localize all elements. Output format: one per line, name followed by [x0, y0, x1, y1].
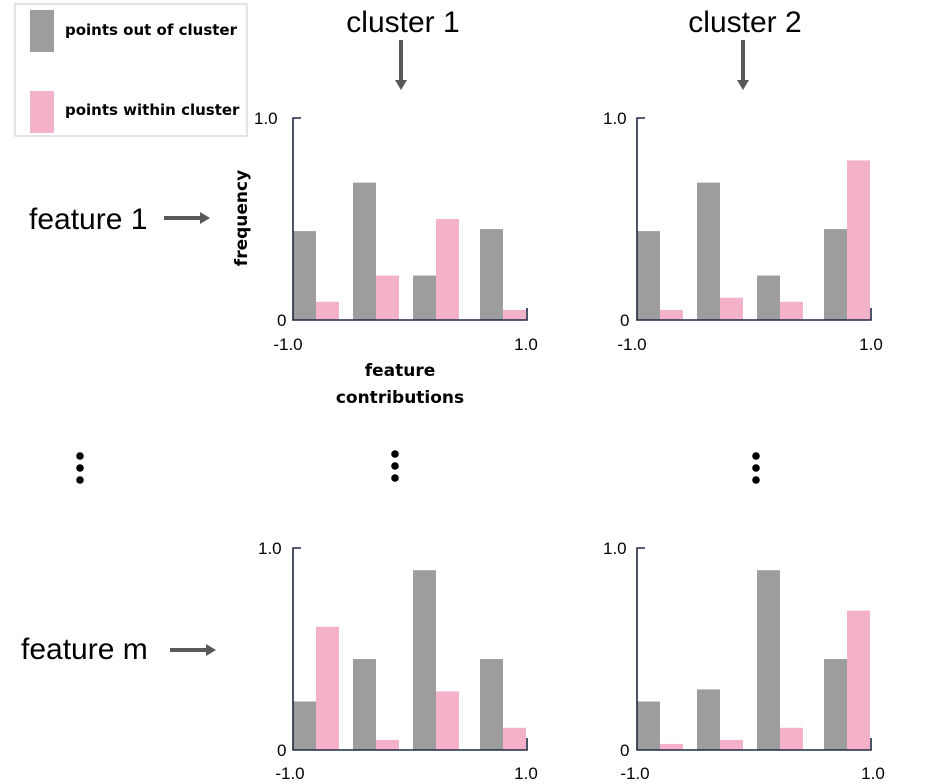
bar-out-of-cluster — [757, 570, 780, 750]
bar-within-cluster — [780, 301, 803, 320]
y-tick-label: 1.0 — [603, 109, 627, 128]
bar-out-of-cluster — [480, 229, 503, 320]
bar-within-cluster — [376, 275, 399, 320]
axis-lines — [292, 117, 528, 321]
bar-within-cluster — [436, 219, 459, 320]
vertical-ellipsis-icon — [752, 452, 760, 484]
legend: points out of cluster points within clus… — [14, 3, 248, 137]
x-tick-label: -1.0 — [617, 335, 646, 354]
chart-panel-feature-1-cluster-2: 1.0 0 -1.0 1.0 — [603, 109, 883, 354]
right-arrow-icon — [170, 644, 216, 656]
bar-out-of-cluster — [353, 182, 376, 320]
bar-within-cluster — [316, 626, 339, 750]
bar-within-cluster — [436, 691, 459, 750]
chart-panel-feature-1-cluster-1: 1.0 0 -1.0 1.0 — [254, 109, 538, 354]
chart-panel-feature-m-cluster-2: 1.0 0 -1.0 1.0 — [603, 539, 885, 783]
x-tick-label: 1.0 — [514, 335, 538, 354]
x-tick-label: 1.0 — [859, 335, 883, 354]
legend-label-out: points out of cluster — [65, 21, 238, 39]
y-tick-label: 0 — [620, 311, 629, 330]
bar-within-cluster — [847, 160, 870, 320]
x-axis-title-line-2: contributions — [336, 388, 464, 408]
bar-out-of-cluster — [413, 570, 436, 750]
bar-within-cluster — [660, 743, 683, 750]
bar-within-cluster — [780, 727, 803, 750]
x-tick-label: -1.0 — [275, 764, 304, 783]
bar-within-cluster — [720, 739, 743, 750]
chart-panel-feature-m-cluster-1: 1.0 0 -1.0 1.0 — [258, 539, 538, 783]
bar-out-of-cluster — [353, 659, 376, 750]
bar-out-of-cluster — [637, 701, 660, 750]
right-arrow-icon — [164, 212, 210, 224]
x-axis-title-line-1: feature — [365, 361, 436, 381]
axis-lines — [636, 547, 872, 751]
x-tick-label: 1.0 — [861, 764, 885, 783]
bar-out-of-cluster — [697, 689, 720, 750]
row-label-feature-m: feature m — [21, 633, 148, 666]
y-tick-label: 1.0 — [254, 109, 278, 128]
column-title-cluster-2: cluster 2 — [688, 6, 801, 39]
bar-within-cluster — [376, 739, 399, 750]
axis-lines — [636, 117, 872, 321]
column-title-cluster-1: cluster 1 — [346, 6, 459, 39]
bar-out-of-cluster — [637, 231, 660, 320]
x-tick-label: 1.0 — [514, 764, 538, 783]
bar-out-of-cluster — [413, 275, 436, 320]
legend-swatch-out — [30, 10, 54, 52]
x-tick-label: -1.0 — [273, 335, 302, 354]
bar-out-of-cluster — [480, 659, 503, 750]
row-label-feature-1: feature 1 — [29, 203, 147, 236]
bar-within-cluster — [847, 610, 870, 750]
axis-lines — [292, 547, 528, 751]
bar-within-cluster — [316, 301, 339, 320]
y-tick-label: 1.0 — [258, 539, 282, 558]
x-tick-label: -1.0 — [620, 764, 649, 783]
bar-out-of-cluster — [757, 275, 780, 320]
down-arrow-icon — [395, 40, 407, 90]
vertical-ellipsis-icon — [391, 450, 399, 482]
vertical-ellipsis-icon — [76, 452, 84, 484]
bar-within-cluster — [503, 309, 526, 320]
bar-out-of-cluster — [824, 229, 847, 320]
bar-within-cluster — [503, 727, 526, 750]
y-tick-label: 0 — [277, 741, 286, 760]
bar-out-of-cluster — [293, 231, 316, 320]
bar-within-cluster — [720, 297, 743, 320]
legend-swatch-within — [30, 91, 54, 133]
y-axis-title: frequency — [232, 170, 252, 266]
bar-out-of-cluster — [293, 701, 316, 750]
bar-out-of-cluster — [824, 659, 847, 750]
y-tick-label: 0 — [277, 311, 286, 330]
down-arrow-icon — [737, 40, 749, 90]
y-tick-label: 0 — [620, 741, 629, 760]
y-tick-label: 1.0 — [603, 539, 627, 558]
bar-out-of-cluster — [697, 182, 720, 320]
bar-within-cluster — [660, 309, 683, 320]
legend-label-within: points within cluster — [65, 101, 240, 119]
